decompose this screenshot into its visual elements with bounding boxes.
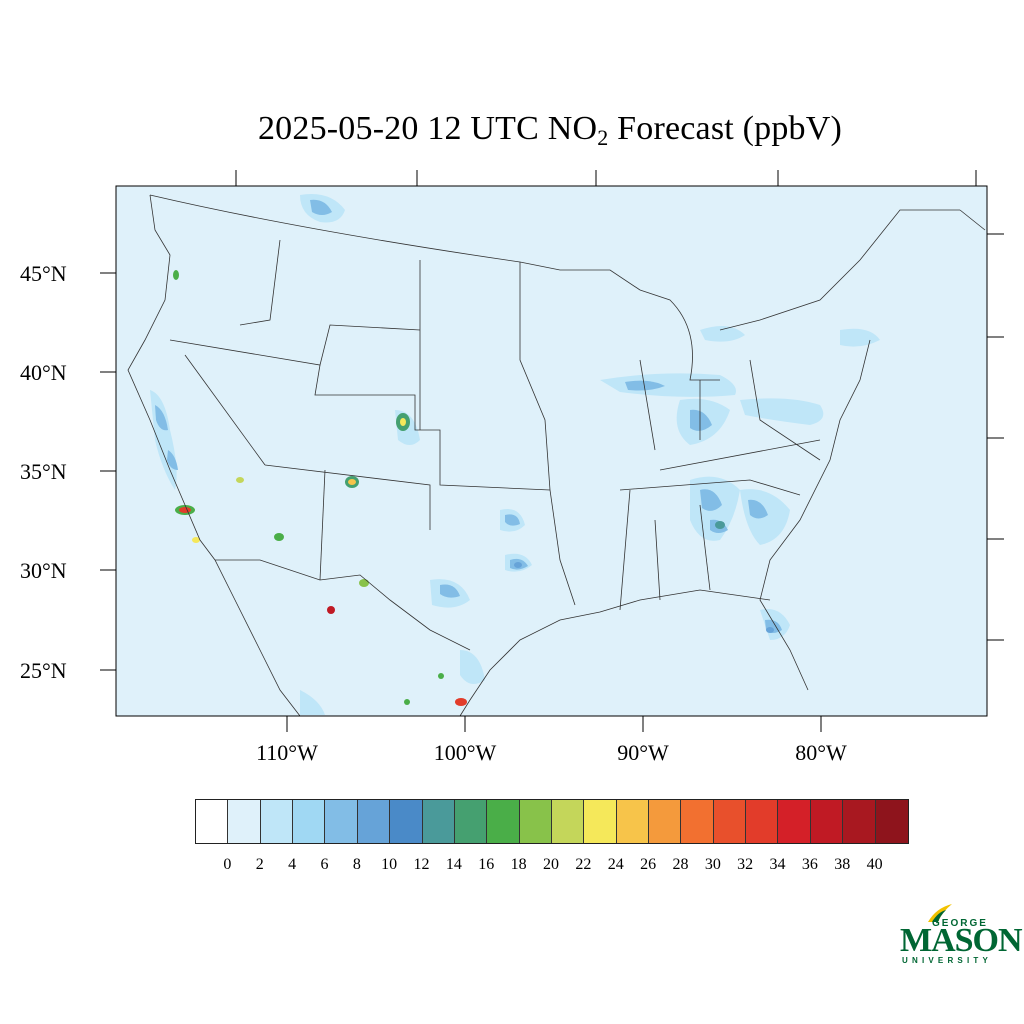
- colorbar-swatch: [228, 800, 261, 843]
- lat-label-25: 25°N: [20, 658, 67, 683]
- colorbar-swatch: [843, 800, 876, 843]
- bottom-ticks: [286, 716, 822, 732]
- logo-main-text: MASON: [900, 922, 1023, 959]
- colorbar-tick-label: 36: [801, 856, 818, 873]
- colorbar-tick-label: 34: [769, 856, 786, 873]
- title-text: 2025-05-20 12 UTC NO: [257, 110, 598, 147]
- concentration-field: [150, 194, 880, 715]
- colorbar-swatch: [422, 800, 455, 843]
- map-title: 2025-05-20 12 UTC NO2 Forecast (ppbV): [0, 110, 1024, 151]
- colorbar-tick-label: 2: [255, 856, 264, 873]
- colorbar-tick-label: 18: [510, 856, 527, 873]
- colorbar-tick-label: 38: [834, 856, 851, 873]
- lat-label-45: 45°N: [20, 261, 67, 286]
- colorbar-swatch: [746, 800, 779, 843]
- colorbar-swatch: [487, 800, 520, 843]
- top-ticks: [235, 170, 977, 186]
- colorbar-swatch: [778, 800, 811, 843]
- colorbar-swatch: [649, 800, 682, 843]
- colorbar-tick-label: 20: [543, 856, 559, 873]
- logo-top-text: GEORGE: [932, 918, 988, 929]
- lat-label-35: 35°N: [20, 459, 67, 484]
- colorbar-tick-label: 0: [223, 856, 232, 873]
- lon-label-100: 100°W: [434, 740, 497, 765]
- colorbar-swatch: [713, 800, 747, 843]
- gmu-logo: GEORGE MASON UNIVERSITY: [896, 900, 1023, 970]
- map-frame: [115, 185, 988, 717]
- colorbar-tick-label: 12: [413, 856, 430, 873]
- left-ticks: [100, 272, 116, 671]
- lon-label-90: 90°W: [617, 740, 669, 765]
- colorbar-swatch: [390, 800, 423, 843]
- colorbar-swatch: [357, 800, 391, 843]
- colorbar-tick-label: 14: [445, 856, 462, 873]
- colorbar-swatch: [293, 800, 326, 843]
- colorbar-swatch: [681, 800, 714, 843]
- colorbar-tick-label: 4: [288, 856, 297, 873]
- colorbar-swatch: [260, 800, 294, 843]
- colorbar-tick-label: 30: [704, 856, 721, 873]
- colorbar-tick-label: 8: [352, 856, 361, 873]
- colorbar-swatch: [454, 800, 488, 843]
- colorbar-swatch: [519, 800, 552, 843]
- lon-label-80: 80°W: [795, 740, 847, 765]
- right-ticks: [987, 233, 1004, 641]
- colorbar-swatch: [875, 800, 908, 843]
- lon-label-110: 110°W: [256, 740, 318, 765]
- title-subscript: 2: [597, 125, 609, 150]
- colorbar-swatch: [551, 800, 585, 843]
- colorbar: [195, 799, 909, 844]
- colorbar-swatch: [325, 800, 358, 843]
- colorbar-tick-labels: 0 2 4 6 8 10 12 14 16 18 20 22 24 26 28 30 32 34 36 38 40: [195, 856, 907, 876]
- colorbar-tick-label: 6: [320, 856, 329, 873]
- title-suffix: Forecast (ppbV): [608, 110, 843, 147]
- colorbar-swatch: [616, 800, 650, 843]
- colorbar-tick-label: 32: [737, 856, 754, 873]
- colorbar-tick-label: 26: [640, 856, 657, 873]
- colorbar-tick-label: 22: [575, 856, 592, 873]
- colorbar-tick-label: 28: [672, 856, 689, 873]
- logo-flame-icon: [928, 904, 952, 922]
- colorbar-tick-label: 16: [478, 856, 495, 873]
- colorbar-tick-label: 24: [607, 856, 624, 873]
- colorbar-tick-label: 40: [866, 856, 883, 873]
- logo-bottom-text: UNIVERSITY: [902, 956, 993, 965]
- colorbar-swatch: [196, 800, 229, 843]
- colorbar-swatch: [584, 800, 617, 843]
- map-background: [116, 186, 987, 716]
- lat-label-30: 30°N: [20, 558, 67, 583]
- lat-label-40: 40°N: [20, 360, 67, 385]
- boundary-lines: [127, 194, 986, 717]
- colorbar-swatch: [810, 800, 844, 843]
- colorbar-tick-label: 10: [381, 856, 398, 873]
